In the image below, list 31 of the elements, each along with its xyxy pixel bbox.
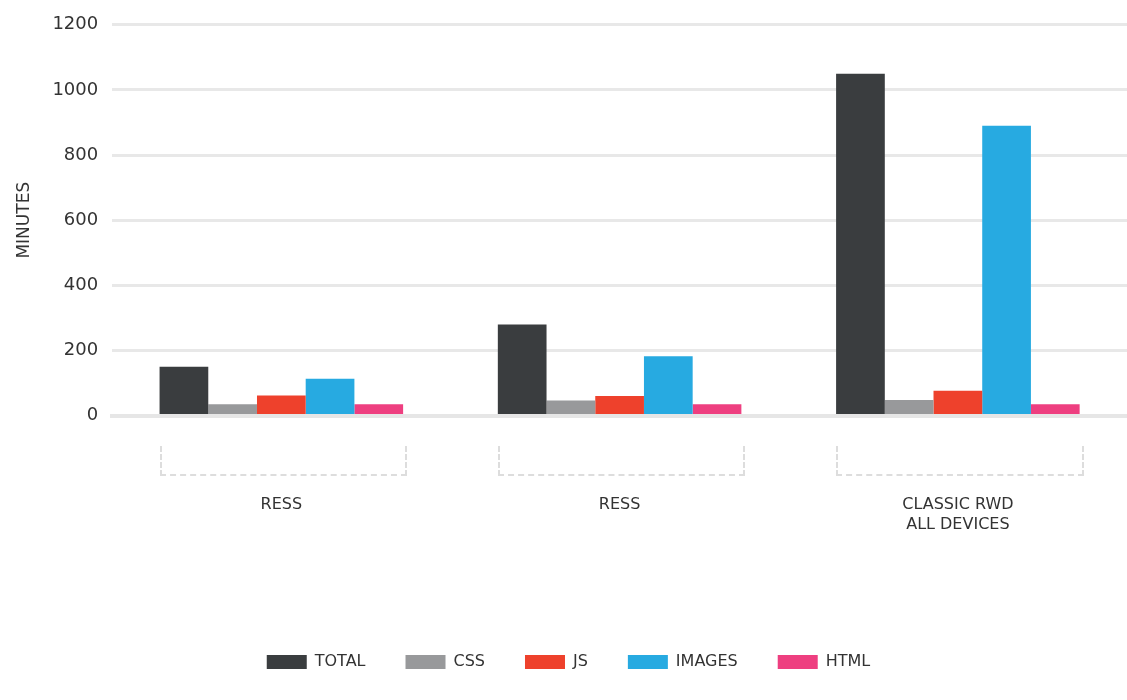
bar	[256, 395, 306, 415]
bar	[933, 390, 983, 415]
bar	[643, 356, 693, 415]
x-tick-label: RESS	[260, 494, 303, 514]
bar	[884, 399, 934, 415]
bar	[497, 324, 547, 415]
y-tick-label: 0	[86, 403, 99, 425]
bar	[354, 404, 404, 415]
bar	[982, 125, 1031, 415]
legend-label: TOTAL	[313, 651, 366, 671]
y-tick-label: 400	[63, 273, 99, 295]
bar	[692, 404, 742, 415]
y-tick-label: 1200	[52, 12, 99, 34]
bar	[546, 400, 596, 415]
bar	[1030, 404, 1080, 415]
bar	[836, 73, 885, 415]
legend-label: HTML	[825, 651, 871, 671]
bar	[305, 378, 355, 415]
y-tick-label: 1000	[52, 77, 99, 99]
x-tick-label: RESS	[598, 494, 641, 514]
y-tick-label: 200	[63, 338, 99, 360]
y-axis-title: MINUTES	[12, 181, 33, 259]
legend-label: JS	[572, 651, 588, 671]
y-tick-label: 800	[63, 142, 99, 164]
bar	[159, 366, 209, 415]
y-tick-label: 600	[63, 207, 99, 229]
legend-label: CSS	[453, 651, 485, 671]
legend-label: IMAGES	[675, 651, 738, 671]
bar	[208, 404, 257, 415]
x-tick-label: CLASSIC RWD ALL DEVICES	[902, 494, 1014, 533]
bar	[595, 396, 644, 415]
